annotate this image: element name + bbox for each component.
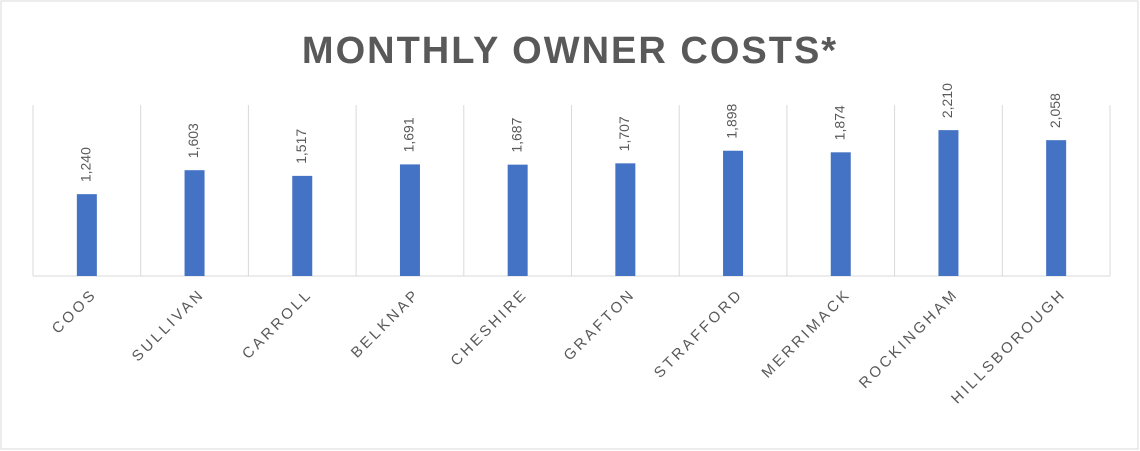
data-label: 2,058 — [1047, 93, 1063, 128]
data-label: 1,691 — [401, 117, 417, 152]
data-label: 1,707 — [616, 116, 632, 151]
bar — [184, 170, 205, 276]
data-label: 1,898 — [724, 103, 740, 138]
data-label: 1,687 — [508, 117, 524, 152]
data-label: 1,603 — [185, 123, 201, 158]
bar — [723, 150, 744, 276]
data-label: 1,874 — [831, 105, 847, 140]
data-label: 1,517 — [293, 129, 309, 164]
data-label: 1,240 — [78, 147, 94, 182]
bar — [830, 152, 851, 276]
bar — [507, 164, 528, 276]
bar — [399, 164, 420, 276]
bar — [76, 194, 97, 276]
data-label: 2,210 — [939, 83, 955, 118]
bar — [292, 175, 313, 276]
bar — [1046, 140, 1067, 276]
bar — [938, 130, 959, 276]
chart-title: MONTHLY OWNER COSTS* — [302, 30, 838, 72]
bar — [615, 163, 636, 276]
